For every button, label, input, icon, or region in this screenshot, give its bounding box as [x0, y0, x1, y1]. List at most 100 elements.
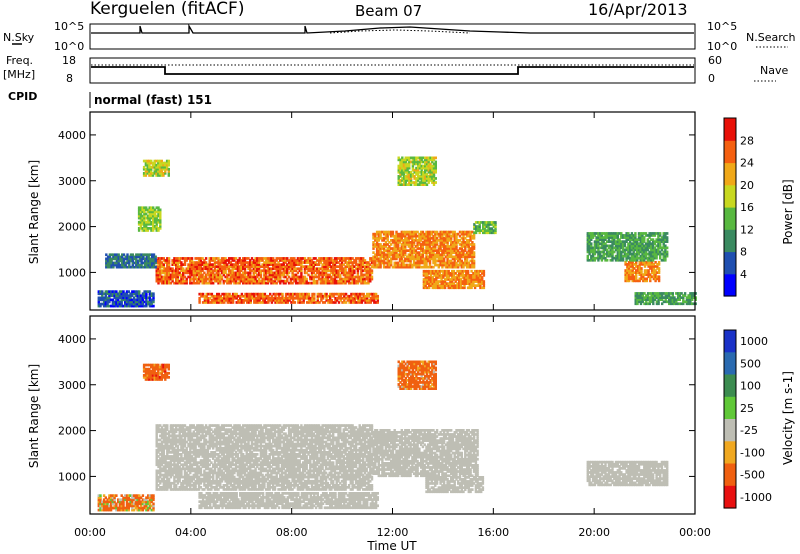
echo-cell	[471, 263, 474, 267]
echo-cell	[293, 292, 297, 296]
echo-cell	[472, 232, 476, 236]
echo-cell	[167, 281, 171, 285]
echo-cell	[220, 259, 224, 262]
echo-cell	[275, 275, 278, 279]
echo-cell	[226, 292, 229, 296]
echo-cell	[386, 232, 389, 236]
echo-cell	[256, 299, 259, 302]
echo-cell	[261, 296, 265, 300]
echo-cell	[362, 257, 365, 260]
echo-cell	[233, 275, 236, 279]
echo-cell	[219, 273, 222, 277]
echo-cell	[293, 257, 296, 260]
echo-cell	[257, 271, 261, 275]
echo-cell	[333, 279, 337, 283]
echo-cell	[210, 299, 214, 302]
echo-cell	[409, 255, 412, 259]
echo-cell	[173, 275, 176, 279]
echo-cell	[464, 253, 467, 257]
echo-cell	[242, 275, 245, 279]
echo-cell	[159, 267, 162, 271]
echo-cell	[303, 265, 307, 268]
echo-cell	[462, 230, 465, 234]
echo-cell	[203, 301, 207, 304]
echo-cell	[304, 292, 307, 296]
echo-cell	[222, 263, 225, 266]
echo-cell	[474, 227, 478, 230]
echo-cell	[457, 241, 460, 244]
echo-cell	[492, 231, 495, 235]
echo-cell	[157, 279, 160, 283]
echo-cell	[324, 281, 328, 285]
echo-cell	[242, 277, 245, 281]
cpid-value: normal (fast) 151	[94, 93, 212, 107]
echo-cell	[314, 301, 318, 304]
echo-cell	[200, 294, 203, 298]
echo-cell	[467, 253, 470, 257]
echo-cell	[194, 261, 197, 264]
echo-cell	[289, 269, 293, 273]
echo-cell	[226, 301, 229, 304]
echo-cell	[303, 261, 307, 264]
echo-cell	[175, 273, 178, 277]
echo-cell	[384, 253, 388, 257]
echo-cell	[273, 277, 277, 281]
echo-cell	[209, 292, 212, 296]
echo-cell	[358, 275, 361, 279]
echo-cell	[346, 257, 349, 260]
echo-cell	[325, 299, 328, 302]
echo-cell	[160, 281, 164, 285]
echo-cell	[175, 261, 178, 264]
echo-cell	[167, 271, 171, 275]
echo-cell	[323, 273, 326, 277]
echo-cell	[270, 263, 273, 266]
echo-cell	[407, 243, 410, 246]
echo-cell	[395, 263, 398, 267]
echo-cell	[434, 241, 437, 244]
echo-cell	[398, 232, 402, 236]
echo-cell	[425, 251, 428, 254]
echo-cell	[192, 281, 195, 285]
echo-cell	[386, 253, 389, 257]
echo-cell	[418, 263, 421, 267]
echo-cell	[321, 301, 325, 304]
echo-cell	[346, 273, 349, 277]
echo-cell	[183, 259, 187, 262]
echo-cell	[332, 269, 335, 273]
echo-cell	[236, 261, 240, 264]
echo-cell	[328, 273, 331, 277]
echo-cell	[189, 267, 192, 271]
echo-cell	[441, 253, 444, 257]
echo-cell	[427, 247, 430, 250]
echo-cell	[324, 271, 328, 275]
echo-cell	[220, 267, 224, 271]
echo-cell	[206, 271, 210, 275]
echo-cell	[473, 223, 476, 226]
echo-cell	[266, 277, 270, 281]
echo-cell	[428, 261, 432, 265]
echo-cell	[370, 261, 374, 264]
echo-cell	[333, 267, 337, 271]
echo-cell	[291, 273, 294, 277]
echo-cell	[203, 265, 206, 268]
echo-cell	[351, 281, 354, 285]
echo-cell	[434, 245, 437, 248]
echo-cell	[224, 265, 227, 268]
echo-cell	[346, 263, 349, 266]
echo-cell	[457, 253, 460, 257]
echo-cell	[482, 227, 485, 230]
echo-cell	[189, 273, 192, 277]
echo-cell	[206, 277, 210, 281]
echo-cell	[229, 281, 233, 285]
echo-cell	[342, 271, 345, 275]
echo-cell	[256, 281, 259, 285]
echo-cell	[217, 299, 221, 302]
echo-cell	[329, 299, 332, 302]
echo-cell	[234, 275, 238, 279]
echo-cell	[363, 279, 367, 283]
echo-cell	[384, 245, 388, 248]
echo-cell	[293, 259, 296, 262]
echo-cell	[412, 239, 416, 242]
echo-cell	[299, 292, 302, 296]
echo-cell	[242, 271, 245, 275]
